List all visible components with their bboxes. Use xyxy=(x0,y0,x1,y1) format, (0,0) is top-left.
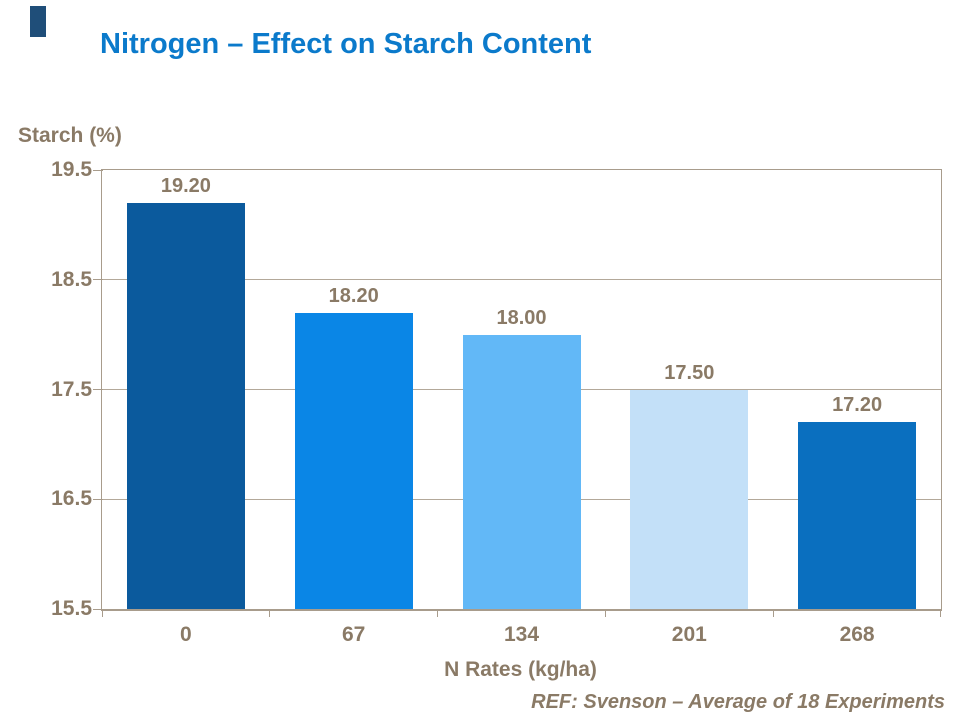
y-tick-label: 16.5 xyxy=(51,487,92,511)
y-tick-label: 18.5 xyxy=(51,267,92,291)
y-tick-mark xyxy=(93,608,103,610)
y-tick-mark xyxy=(93,169,103,171)
x-category-label: 0 xyxy=(180,623,192,646)
y-tick-label: 15.5 xyxy=(51,597,92,620)
y-tick-mark xyxy=(93,279,103,281)
y-tick-label: 19.5 xyxy=(51,158,92,181)
y-tick-mark xyxy=(93,498,103,500)
slide-title: Nitrogen – Effect on Starch Content xyxy=(100,28,592,60)
x-tick-mark xyxy=(437,609,439,617)
y-tick-label: 17.5 xyxy=(51,377,92,401)
x-tick-mark xyxy=(269,609,271,617)
bar-value-label: 19.20 xyxy=(160,174,211,197)
bar-value-label: 17.20 xyxy=(832,394,883,417)
x-tick-mark xyxy=(772,609,774,617)
y-gridline xyxy=(102,279,941,281)
x-tick-mark xyxy=(939,609,941,617)
x-axis-title: N Rates (kg/ha) xyxy=(444,658,597,681)
bar-67 xyxy=(294,312,413,609)
x-category-label: 201 xyxy=(671,623,707,646)
reference-text: REF: Svenson – Average of 18 Experiments xyxy=(531,691,945,713)
bar-value-label: 18.20 xyxy=(328,284,379,307)
x-category-label: 134 xyxy=(503,623,540,646)
x-category-label: 67 xyxy=(342,623,366,646)
bar-268 xyxy=(798,422,917,609)
accent-rectangle xyxy=(30,6,46,37)
bar-134 xyxy=(462,334,581,609)
bar-201 xyxy=(630,389,749,609)
bar-0 xyxy=(126,202,245,609)
bar-value-label: 18.00 xyxy=(496,306,547,329)
x-category-label: 268 xyxy=(839,623,875,646)
x-tick-mark xyxy=(604,609,606,617)
bar-value-label: 17.50 xyxy=(664,361,715,384)
y-tick-mark xyxy=(93,389,103,390)
bar-chart-plot-area: 19.5 18.5 17.5 16.5 15.5 19.20 0 18.20 67 18.00 13… xyxy=(51,159,942,646)
x-tick-mark xyxy=(101,609,103,617)
y-axis-title: Starch (%) xyxy=(18,124,122,147)
